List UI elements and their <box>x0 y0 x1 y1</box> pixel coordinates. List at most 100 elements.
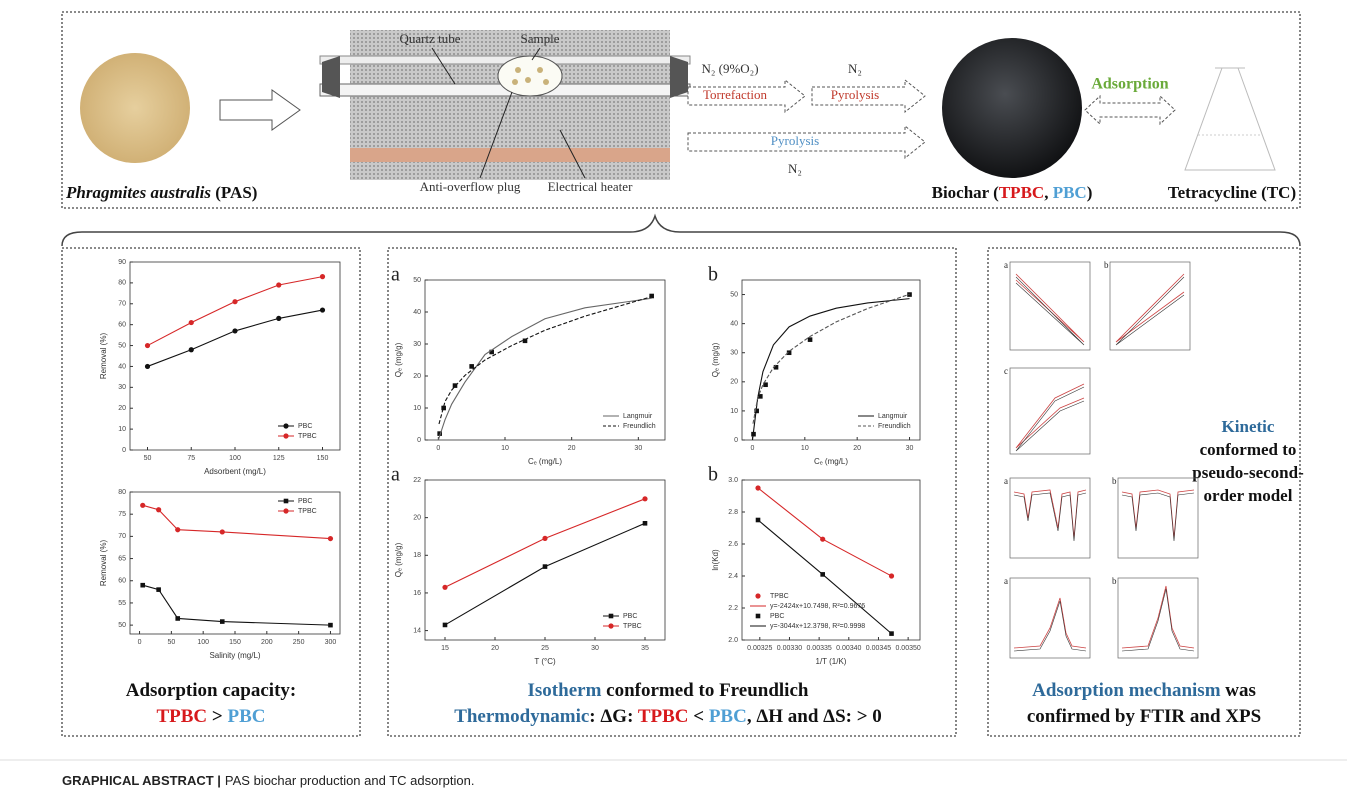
legend-marker <box>284 499 289 504</box>
y-tick-label: 20 <box>413 373 421 380</box>
thumb-curve <box>1014 490 1086 538</box>
thumbnail: b <box>1112 576 1198 658</box>
data-point <box>232 328 237 333</box>
thumb-curve <box>1014 598 1086 648</box>
text-segment: TPBC <box>638 706 689 727</box>
text-segment: : ΔG: <box>589 706 638 727</box>
plot-frame <box>742 480 920 640</box>
data-point <box>469 364 474 369</box>
x-tick-label: 10 <box>501 445 509 452</box>
sample-boat <box>498 56 562 96</box>
x-tick-label: 0.00340 <box>836 645 861 652</box>
y-tick-label: 50 <box>730 291 738 298</box>
data-point <box>543 564 548 569</box>
data-point <box>442 585 447 590</box>
x-axis-label: T (°C) <box>534 657 556 666</box>
y-tick-label: 10 <box>730 408 738 415</box>
y-tick-label: 70 <box>118 301 126 308</box>
data-point <box>542 536 547 541</box>
x-tick-label: 20 <box>568 445 576 452</box>
y-tick-label: 40 <box>118 363 126 370</box>
x-tick-label: 125 <box>273 455 285 462</box>
x-tick-label: 150 <box>317 455 329 462</box>
y-tick-label: 2.4 <box>728 573 738 580</box>
summary-line: order model <box>1204 486 1293 505</box>
data-point <box>175 527 180 532</box>
series-line <box>439 297 652 424</box>
thumb-curve <box>1116 277 1184 345</box>
x-tick-label: 0.00345 <box>866 645 891 652</box>
y-axis-label: Qₑ (mg/g) <box>711 342 720 377</box>
summary-line: Adsorption capacity: <box>126 680 296 701</box>
thumbnail: a <box>1004 576 1090 658</box>
data-point <box>156 587 161 592</box>
y-tick-label: 14 <box>413 627 421 634</box>
y-tick-label: 55 <box>118 600 126 607</box>
text-segment: was <box>1221 680 1256 701</box>
data-point <box>820 537 825 542</box>
reed-powder <box>80 53 190 163</box>
thumb-frame <box>1010 578 1090 658</box>
data-point <box>328 623 333 628</box>
thumb-curve <box>1122 490 1194 538</box>
x-tick-label: 0.00330 <box>777 645 802 652</box>
text-segment: , ΔH and ΔS: > 0 <box>747 706 882 727</box>
target-label: Tetracycline (TC) <box>1168 183 1296 202</box>
y-tick-label: 18 <box>413 552 421 559</box>
x-tick-label: 35 <box>641 645 649 652</box>
x-tick-label: 0.00325 <box>747 645 772 652</box>
legend-marker <box>283 433 288 438</box>
thumb-letter: b <box>1104 260 1109 270</box>
flask <box>1185 68 1275 170</box>
x-tick-label: 30 <box>906 445 914 452</box>
caption-label: GRAPHICAL ABSTRACT | <box>62 773 221 788</box>
data-point <box>220 529 225 534</box>
thumb-curve <box>1122 589 1194 651</box>
gas-label: N₂ <box>788 161 802 176</box>
double-arrow <box>1085 96 1175 124</box>
feedstock-abbr: (PAS) <box>211 183 257 202</box>
thumb-curve <box>1014 601 1086 651</box>
text-segment: Adsorption mechanism <box>1032 680 1221 701</box>
legend-marker <box>756 614 761 619</box>
legend-marker <box>608 623 613 628</box>
x-tick-label: 75 <box>187 455 195 462</box>
text-segment: confirmed by FTIR and XPS <box>1027 706 1261 727</box>
data-point <box>276 282 281 287</box>
y-tick-label: 2.0 <box>728 637 738 644</box>
x-tick-label: 0 <box>138 639 142 646</box>
data-point <box>320 274 325 279</box>
x-tick-label: 10 <box>801 445 809 452</box>
y-tick-label: 30 <box>730 350 738 357</box>
y-tick-label: 65 <box>118 555 126 562</box>
thumb-letter: a <box>1004 476 1008 486</box>
series-line <box>148 277 323 346</box>
brace <box>62 216 1300 246</box>
x-tick-label: 150 <box>229 639 241 646</box>
text-segment: Thermodynamic <box>454 706 589 727</box>
y-tick-label: 20 <box>118 405 126 412</box>
summary-line: TPBC > PBC <box>156 706 265 727</box>
x-tick-label: 50 <box>144 455 152 462</box>
x-axis-label: 1/T (1/K) <box>816 657 847 666</box>
label: Sample <box>521 31 560 46</box>
y-tick-label: 50 <box>413 277 421 284</box>
thumbnail: c <box>1004 366 1090 454</box>
x-tick-label: 30 <box>591 645 599 652</box>
legend-marker <box>283 423 288 428</box>
adsorption-label: Adsorption <box>1091 76 1168 93</box>
x-tick-label: 50 <box>167 639 175 646</box>
y-axis-label: Removal (%) <box>99 540 108 587</box>
y-tick-label: 2.6 <box>728 541 738 548</box>
legend-label: PBC <box>298 498 312 505</box>
series-line <box>148 310 323 366</box>
label: Quartz tube <box>399 31 460 46</box>
y-tick-label: 30 <box>413 341 421 348</box>
x-axis-label: Adsorbent (mg/L) <box>204 467 266 476</box>
y-tick-label: 50 <box>118 622 126 629</box>
data-point <box>643 521 648 526</box>
legend-label: Langmuir <box>878 413 908 420</box>
x-axis-label: Cₑ (mg/L) <box>528 457 562 466</box>
text-segment: , <box>1044 183 1053 202</box>
thumb-curve <box>1116 274 1184 342</box>
